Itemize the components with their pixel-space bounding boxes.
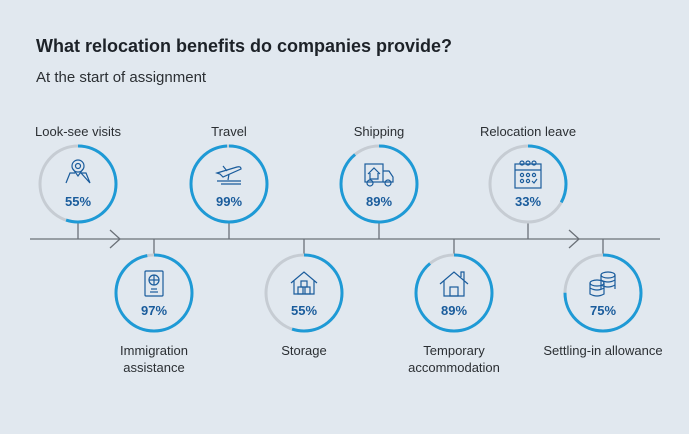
passport-icon xyxy=(144,270,164,297)
benefit-relocation-leave xyxy=(488,144,568,239)
subtitle: At the start of assignment xyxy=(36,69,207,86)
benefit-travel xyxy=(189,144,269,239)
benefit-label: Settling-in allowance xyxy=(543,343,663,358)
percent-value: 55% xyxy=(290,303,318,318)
benefit-label: Shipping xyxy=(353,124,405,139)
benefit-shipping xyxy=(339,144,419,239)
benefit-immigration-assistance xyxy=(114,239,194,333)
timeline-arrow-icon xyxy=(109,229,121,249)
benefit-label: Look-see visits xyxy=(35,124,121,139)
benefit-label: Immigration assistance xyxy=(120,343,188,375)
ring-progress xyxy=(114,253,194,333)
moving-truck-icon xyxy=(364,163,394,187)
benefit-label: Temporary accommodation xyxy=(408,343,500,375)
timeline-arrow-icon xyxy=(568,229,580,249)
benefit-look-see-visits xyxy=(38,144,118,239)
benefit-settling-in-allowance xyxy=(563,239,643,333)
ring-progress xyxy=(264,253,344,333)
ring-progress xyxy=(339,144,419,224)
ring-progress xyxy=(38,144,118,224)
house-icon xyxy=(439,271,469,297)
percent-value: 75% xyxy=(589,303,617,318)
storage-house-icon xyxy=(290,271,318,295)
percent-value: 99% xyxy=(215,194,243,209)
percent-value: 97% xyxy=(140,303,168,318)
percent-value: 89% xyxy=(365,194,393,209)
percent-value: 33% xyxy=(514,194,542,209)
coins-icon xyxy=(589,271,616,297)
ring-progress xyxy=(189,144,269,224)
calendar-icon xyxy=(514,160,542,189)
ring-progress xyxy=(414,253,494,333)
ring-progress xyxy=(488,144,568,224)
benefit-label: Travel xyxy=(211,124,247,139)
benefit-label: Storage xyxy=(281,343,327,358)
benefit-label: Relocation leave xyxy=(479,124,577,139)
benefit-temporary-accommodation xyxy=(414,239,494,333)
title: What relocation benefits do companies pr… xyxy=(36,36,453,56)
map-pin-icon xyxy=(65,159,91,184)
ring-progress xyxy=(563,253,643,333)
percent-value: 89% xyxy=(440,303,468,318)
benefit-storage xyxy=(264,239,344,333)
airplane-icon xyxy=(215,165,242,185)
percent-value: 55% xyxy=(64,194,92,209)
